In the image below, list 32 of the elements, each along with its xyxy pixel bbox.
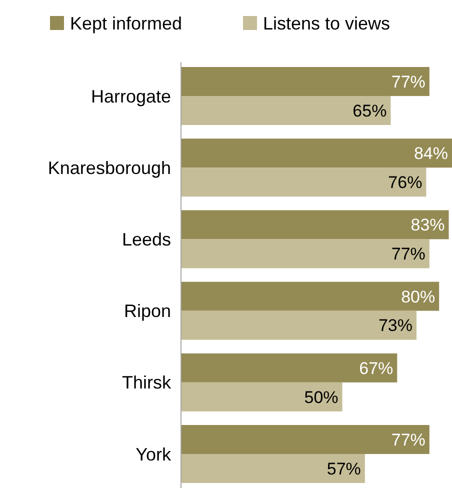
data-label: 73%: [378, 316, 413, 336]
data-label: 76%: [388, 173, 422, 192]
y-tick-label: Harrogate: [90, 86, 171, 106]
bar: [181, 282, 440, 311]
bar: [181, 239, 430, 268]
y-tick-label: Thirsk: [122, 372, 172, 393]
data-label: 50%: [304, 388, 338, 407]
bar: [181, 424, 430, 454]
bar: [181, 210, 449, 240]
y-tick-label: York: [136, 444, 172, 464]
bar: [181, 67, 430, 96]
data-label: 77%: [391, 430, 426, 450]
data-label: 67%: [359, 358, 394, 378]
legend-label: Listens to views: [263, 13, 390, 34]
bar: [181, 454, 365, 483]
y-tick-label: Leeds: [122, 230, 171, 250]
legend-label: Kept informed: [70, 13, 182, 34]
y-tick-label: Ripon: [124, 301, 171, 322]
data-label: 83%: [410, 216, 445, 235]
bar: [181, 138, 452, 168]
data-label: 77%: [391, 244, 426, 264]
data-label: 77%: [391, 72, 426, 92]
data-label: 57%: [326, 459, 361, 478]
bar: [181, 310, 417, 340]
data-label: 80%: [401, 287, 436, 306]
y-tick-label: Knaresborough: [48, 158, 171, 178]
bar: [181, 168, 426, 197]
bar: [181, 96, 391, 126]
bar: [181, 353, 398, 382]
data-label: 84%: [414, 144, 448, 164]
bar: [181, 382, 342, 412]
data-label: 65%: [352, 101, 387, 120]
